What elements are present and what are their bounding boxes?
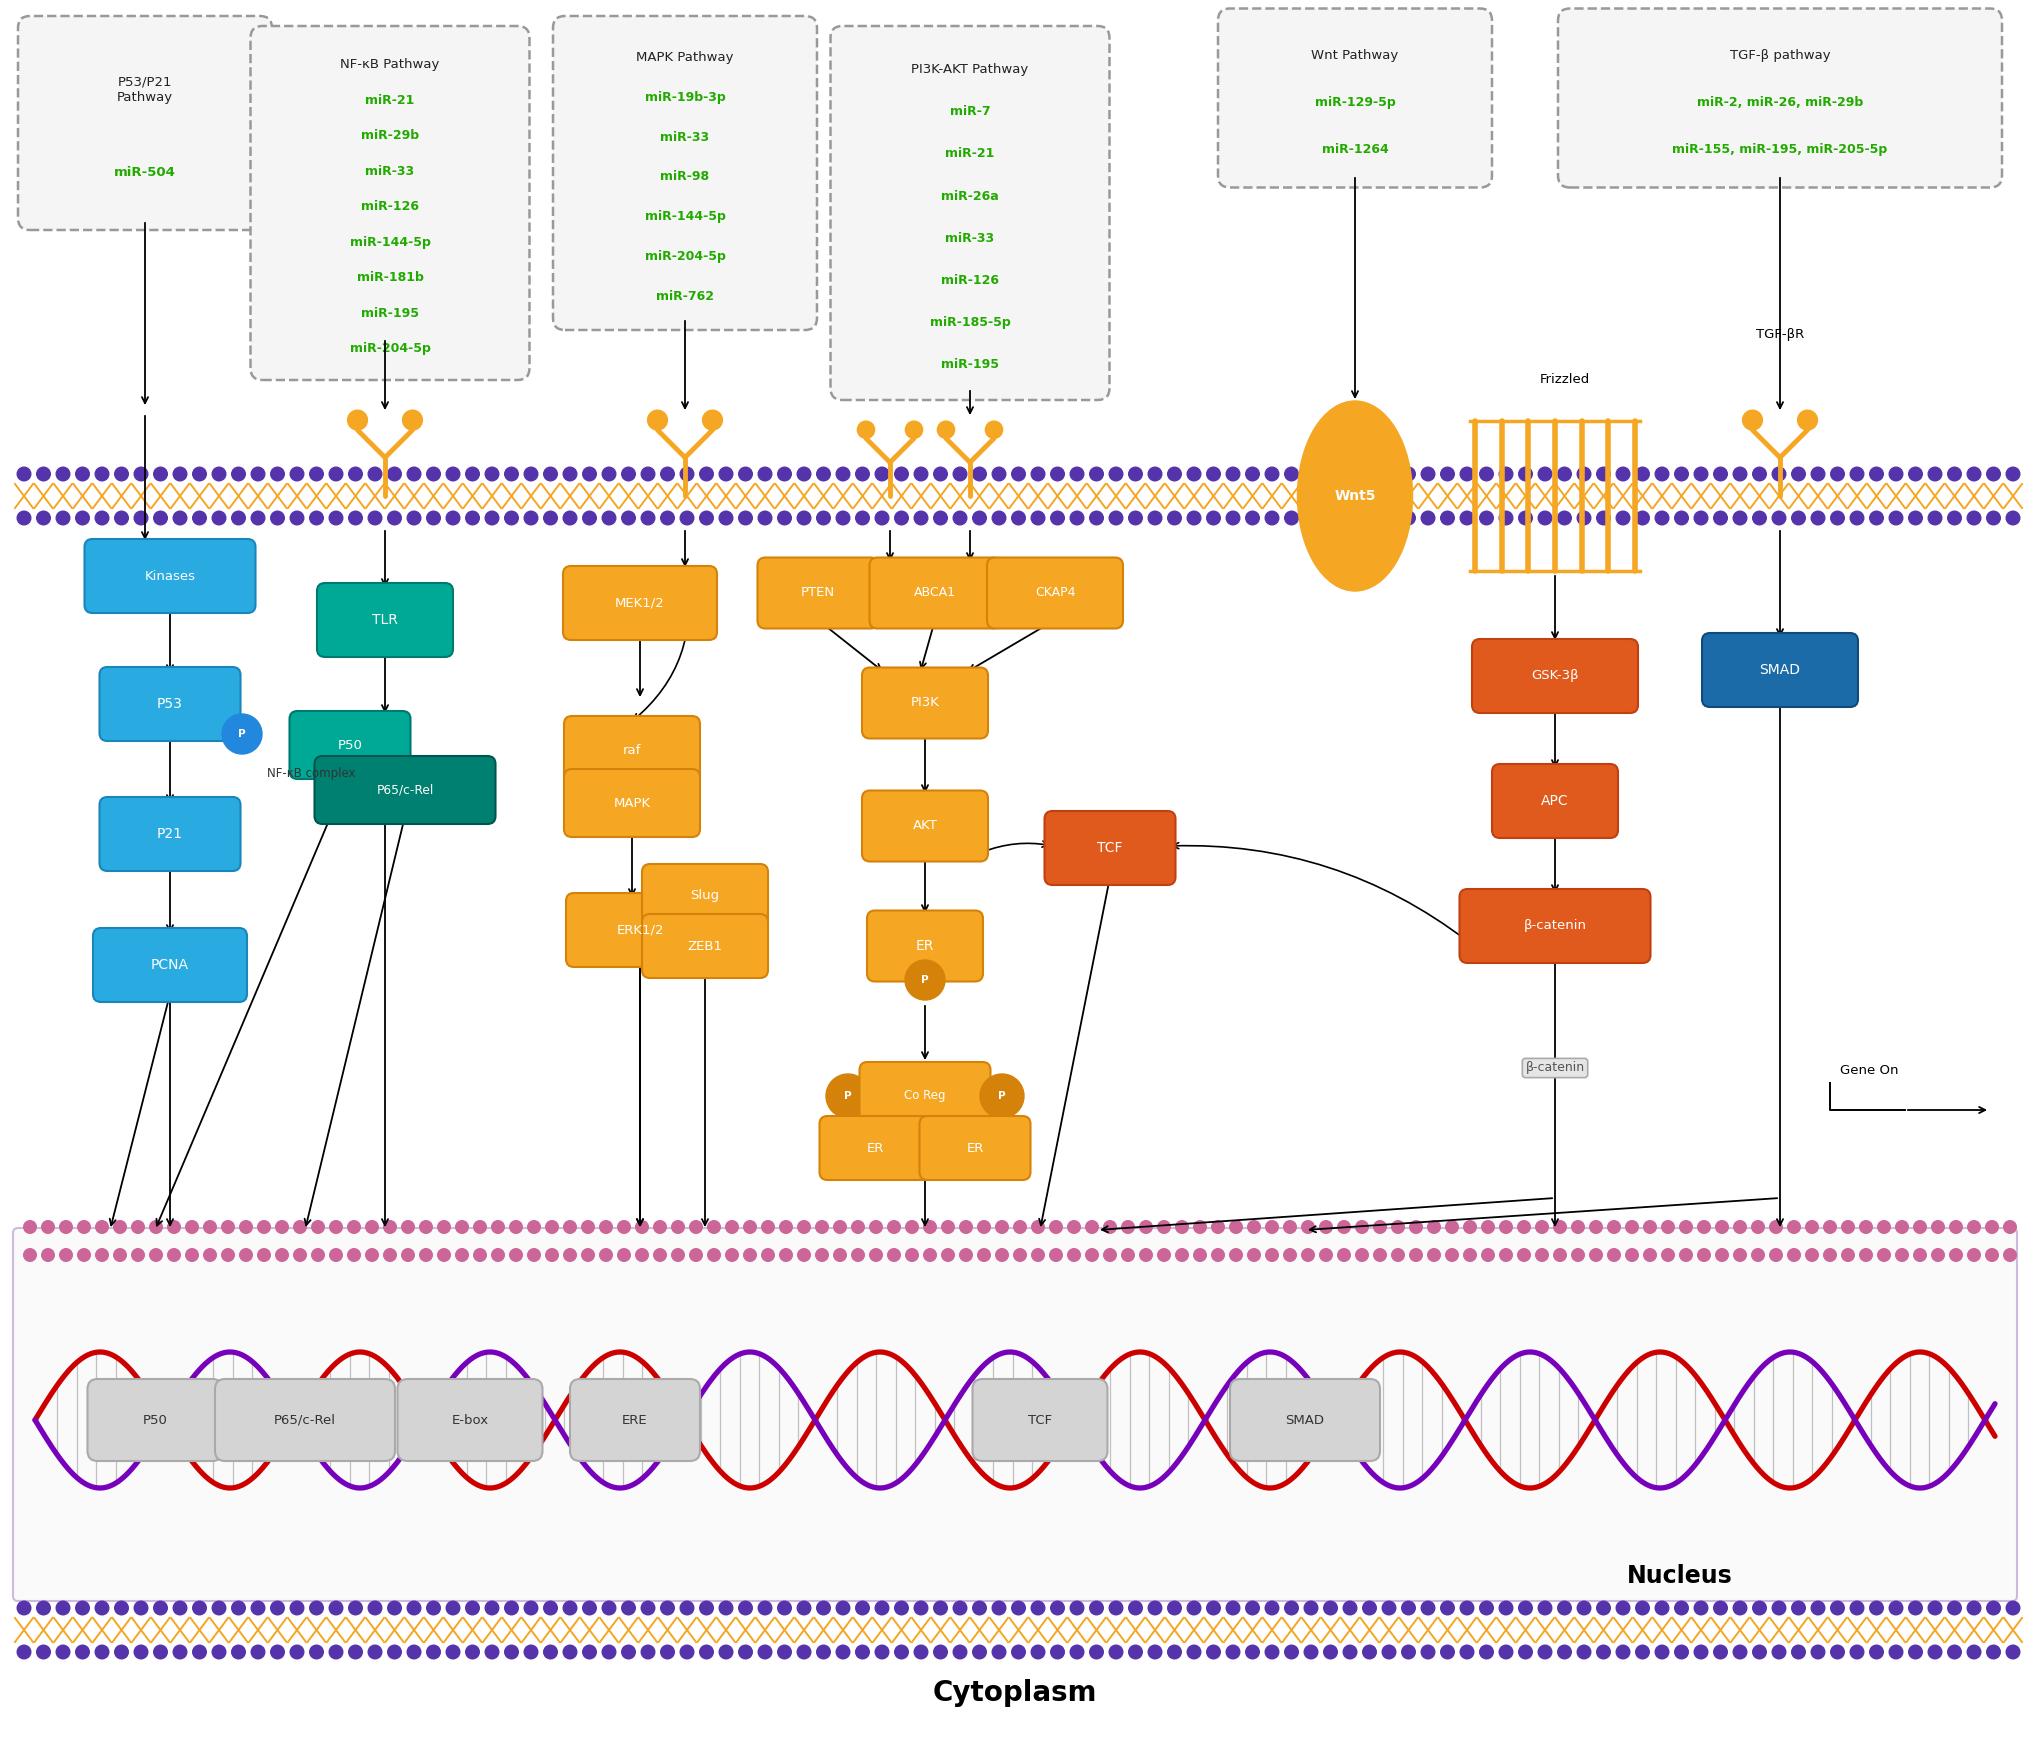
Circle shape: [1226, 1601, 1240, 1615]
Circle shape: [1265, 467, 1279, 481]
FancyBboxPatch shape: [1218, 9, 1492, 187]
FancyBboxPatch shape: [290, 711, 410, 780]
Circle shape: [1616, 467, 1630, 481]
Circle shape: [1788, 1248, 1801, 1262]
Text: miR-155, miR-195, miR-205-5p: miR-155, miR-195, miR-205-5p: [1673, 143, 1888, 156]
Circle shape: [524, 1601, 538, 1615]
Circle shape: [1557, 510, 1571, 524]
Circle shape: [1577, 510, 1592, 524]
Circle shape: [2004, 1220, 2016, 1234]
Circle shape: [887, 1248, 899, 1262]
Circle shape: [1460, 510, 1474, 524]
Circle shape: [1362, 1601, 1376, 1615]
Circle shape: [1070, 467, 1084, 481]
Circle shape: [524, 467, 538, 481]
Circle shape: [641, 1645, 656, 1659]
Circle shape: [1031, 1645, 1045, 1659]
Circle shape: [173, 510, 187, 524]
Circle shape: [485, 467, 499, 481]
Circle shape: [700, 1601, 713, 1615]
Circle shape: [485, 1645, 499, 1659]
Circle shape: [367, 510, 382, 524]
Circle shape: [173, 1601, 187, 1615]
Circle shape: [349, 510, 361, 524]
Circle shape: [1679, 1248, 1693, 1262]
Circle shape: [114, 1248, 126, 1262]
Circle shape: [193, 467, 207, 481]
Circle shape: [816, 1220, 828, 1234]
Circle shape: [1108, 510, 1123, 524]
Circle shape: [1967, 1645, 1981, 1659]
Circle shape: [1344, 1645, 1356, 1659]
Circle shape: [1598, 510, 1610, 524]
Circle shape: [1301, 1248, 1313, 1262]
Circle shape: [1194, 1248, 1206, 1262]
Circle shape: [1878, 1248, 1890, 1262]
Circle shape: [1870, 467, 1884, 481]
Circle shape: [1928, 510, 1943, 524]
Circle shape: [1987, 510, 2000, 524]
Circle shape: [16, 467, 30, 481]
Circle shape: [329, 1601, 343, 1615]
Circle shape: [1362, 1645, 1376, 1659]
Circle shape: [329, 510, 343, 524]
Circle shape: [1792, 467, 1805, 481]
Circle shape: [1344, 467, 1356, 481]
Circle shape: [1654, 1601, 1669, 1615]
Circle shape: [1324, 510, 1338, 524]
Text: P53: P53: [156, 697, 183, 711]
Circle shape: [213, 510, 225, 524]
Circle shape: [869, 1248, 883, 1262]
Circle shape: [1539, 1645, 1551, 1659]
Circle shape: [1908, 1601, 1922, 1615]
Circle shape: [562, 1601, 577, 1615]
Circle shape: [426, 467, 441, 481]
Circle shape: [420, 1220, 432, 1234]
Circle shape: [1752, 1645, 1766, 1659]
Circle shape: [455, 1220, 469, 1234]
Circle shape: [1788, 1220, 1801, 1234]
Circle shape: [347, 411, 367, 430]
Circle shape: [37, 1645, 51, 1659]
Circle shape: [1421, 1645, 1435, 1659]
Circle shape: [231, 1601, 246, 1615]
Circle shape: [1713, 510, 1728, 524]
Circle shape: [1987, 1601, 2000, 1615]
Circle shape: [1695, 467, 1707, 481]
Circle shape: [583, 1220, 595, 1234]
Circle shape: [857, 421, 875, 439]
Circle shape: [485, 1601, 499, 1615]
Circle shape: [491, 1248, 503, 1262]
Circle shape: [702, 411, 723, 430]
Circle shape: [213, 1601, 225, 1615]
Circle shape: [1356, 1220, 1368, 1234]
Circle shape: [1427, 1248, 1441, 1262]
Circle shape: [1460, 467, 1474, 481]
Circle shape: [680, 1645, 694, 1659]
Circle shape: [1831, 1601, 1845, 1615]
Circle shape: [270, 1645, 284, 1659]
Circle shape: [1382, 1645, 1397, 1659]
Circle shape: [365, 1220, 378, 1234]
Circle shape: [1070, 1601, 1084, 1615]
FancyBboxPatch shape: [18, 16, 272, 231]
Circle shape: [1947, 1601, 1961, 1615]
Circle shape: [1139, 1248, 1153, 1262]
Circle shape: [1675, 1645, 1689, 1659]
Circle shape: [1967, 467, 1981, 481]
Circle shape: [1553, 1248, 1567, 1262]
Text: PI3K-AKT Pathway: PI3K-AKT Pathway: [911, 63, 1029, 77]
Text: P53/P21
Pathway: P53/P21 Pathway: [118, 75, 173, 103]
Circle shape: [905, 960, 946, 1000]
Circle shape: [544, 1645, 558, 1659]
Circle shape: [924, 1220, 936, 1234]
Text: ER: ER: [916, 939, 934, 953]
Circle shape: [798, 510, 810, 524]
Circle shape: [1500, 467, 1512, 481]
Circle shape: [505, 1645, 518, 1659]
Circle shape: [777, 1601, 792, 1615]
Circle shape: [1949, 1220, 1963, 1234]
Circle shape: [1770, 1220, 1782, 1234]
Circle shape: [603, 467, 615, 481]
